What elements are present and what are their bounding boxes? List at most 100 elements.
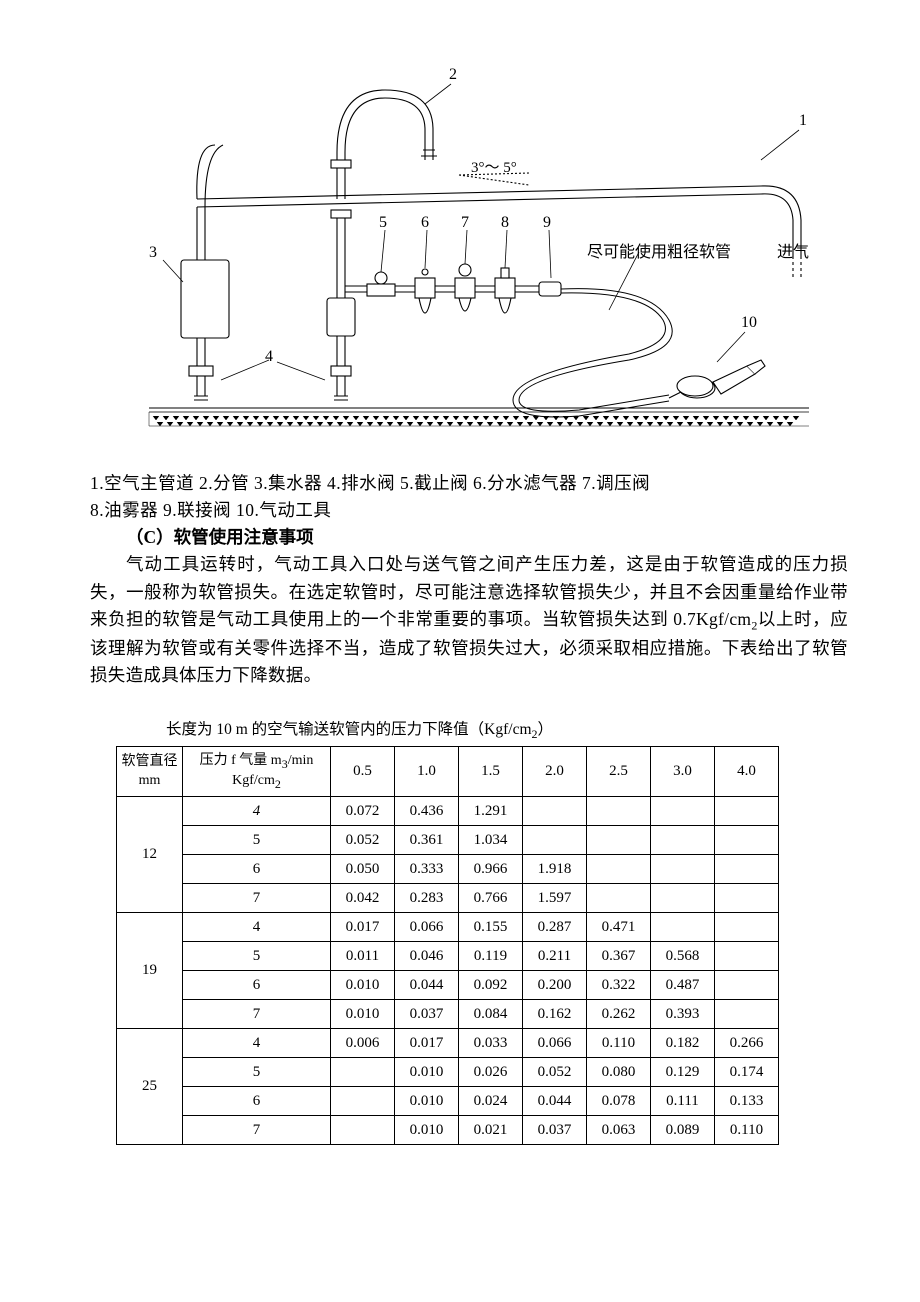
- cell-value: 1.597: [523, 884, 587, 913]
- cell-pressure: 6: [183, 971, 331, 1000]
- cell-value: [715, 942, 779, 971]
- cell-value: 0.367: [587, 942, 651, 971]
- cell-value: 0.006: [331, 1029, 395, 1058]
- cell-value: 0.010: [331, 971, 395, 1000]
- header-pressure-flow: 压力 f 气量 m3/min Kgf/cm2: [183, 747, 331, 797]
- cell-value: 0.471: [587, 913, 651, 942]
- cell-value: 0.436: [395, 797, 459, 826]
- cell-value: [587, 826, 651, 855]
- cell-value: [587, 884, 651, 913]
- cell-value: 0.568: [651, 942, 715, 971]
- cell-pressure: 6: [183, 855, 331, 884]
- caption-suffix: ）: [538, 721, 554, 738]
- cell-value: 0.084: [459, 1000, 523, 1029]
- cell-value: [587, 855, 651, 884]
- cell-value: 0.078: [587, 1087, 651, 1116]
- pressure-drop-table: 软管直径 mm 压力 f 气量 m3/min Kgf/cm2 0.5 1.0 1…: [116, 746, 779, 1145]
- cell-value: 0.063: [587, 1116, 651, 1145]
- cell-value: 0.011: [331, 942, 395, 971]
- cell-value: [523, 797, 587, 826]
- table-row: 50.0520.3611.034: [117, 826, 779, 855]
- table-row: 50.0100.0260.0520.0800.1290.174: [117, 1058, 779, 1087]
- cell-value: 0.111: [651, 1087, 715, 1116]
- cell-pressure: 5: [183, 1058, 331, 1087]
- cell-diameter: 25: [117, 1029, 183, 1145]
- cell-value: 0.200: [523, 971, 587, 1000]
- cell-pressure: 4: [183, 913, 331, 942]
- cell-value: 0.361: [395, 826, 459, 855]
- cell-value: 0.182: [651, 1029, 715, 1058]
- cell-value: 0.211: [523, 942, 587, 971]
- callout-7: 7: [461, 214, 469, 232]
- cell-value: [715, 1000, 779, 1029]
- cell-value: 0.017: [331, 913, 395, 942]
- cell-value: 0.174: [715, 1058, 779, 1087]
- cell-value: 0.080: [587, 1058, 651, 1087]
- cell-value: [331, 1058, 395, 1087]
- cell-value: 0.119: [459, 942, 523, 971]
- cell-value: 0.129: [651, 1058, 715, 1087]
- legend-line-1: 1.空气主管道 2.分管 3.集水器 4.排水阀 5.截止阀 6.分水滤气器 7…: [90, 470, 848, 497]
- cell-pressure: 5: [183, 942, 331, 971]
- cell-value: [715, 855, 779, 884]
- cell-value: 0.133: [715, 1087, 779, 1116]
- header-flow-4: 2.5: [587, 747, 651, 797]
- callout-3: 3: [149, 244, 157, 262]
- table-row: 2540.0060.0170.0330.0660.1100.1820.266: [117, 1029, 779, 1058]
- cell-value: 0.110: [587, 1029, 651, 1058]
- cell-value: 0.052: [331, 826, 395, 855]
- caption-text: 长度为 10 m 的空气输送软管内的压力下降值（Kgf/cm: [166, 721, 532, 738]
- table-row: 70.0100.0210.0370.0630.0890.110: [117, 1116, 779, 1145]
- header-flow-0: 0.5: [331, 747, 395, 797]
- callout-2: 2: [449, 66, 457, 84]
- cell-value: 0.487: [651, 971, 715, 1000]
- cell-value: [651, 913, 715, 942]
- header-flow-6: 4.0: [715, 747, 779, 797]
- cell-value: [715, 884, 779, 913]
- header-flow-5: 3.0: [651, 747, 715, 797]
- page: 1 2 3 4 5 6 7 8 9 10 3°～ 5° 尽可能使用粗径软管 进气…: [0, 0, 920, 1185]
- cell-value: 0.322: [587, 971, 651, 1000]
- callout-1: 1: [799, 112, 807, 130]
- cell-value: 0.333: [395, 855, 459, 884]
- hdr-diam-l1: 软管直径: [122, 754, 178, 769]
- cell-diameter: 19: [117, 913, 183, 1029]
- para-text-a: 气动工具运转时，气动工具入口处与送气管之间产生压力差，这是由于软管造成的压力损失…: [90, 554, 848, 628]
- table-row: 1240.0720.4361.291: [117, 797, 779, 826]
- cell-value: [715, 971, 779, 1000]
- cell-value: 0.162: [523, 1000, 587, 1029]
- cell-pressure: 7: [183, 1116, 331, 1145]
- cell-value: [715, 913, 779, 942]
- cell-value: 0.066: [523, 1029, 587, 1058]
- cell-value: [715, 826, 779, 855]
- cell-value: 0.262: [587, 1000, 651, 1029]
- callout-9: 9: [543, 214, 551, 232]
- cell-value: [587, 797, 651, 826]
- cell-value: 0.266: [715, 1029, 779, 1058]
- cell-pressure: 5: [183, 826, 331, 855]
- cell-pressure: 6: [183, 1087, 331, 1116]
- section-heading-c: （C）软管使用注意事项: [126, 524, 848, 551]
- cell-value: 0.066: [395, 913, 459, 942]
- cell-value: 0.042: [331, 884, 395, 913]
- table-row: 1940.0170.0660.1550.2870.471: [117, 913, 779, 942]
- cell-value: 0.044: [395, 971, 459, 1000]
- cell-value: 0.010: [395, 1058, 459, 1087]
- cell-value: 0.024: [459, 1087, 523, 1116]
- cell-value: 0.026: [459, 1058, 523, 1087]
- cell-value: 0.037: [523, 1116, 587, 1145]
- table-row: 60.0100.0240.0440.0780.1110.133: [117, 1087, 779, 1116]
- header-flow-2: 1.5: [459, 747, 523, 797]
- angle-note: 3°～ 5°: [471, 156, 517, 177]
- hdr-press-l1: 压力 f 气量 m: [200, 753, 282, 768]
- inlet-label: 进气: [777, 238, 809, 262]
- callout-8: 8: [501, 214, 509, 232]
- cell-value: [651, 826, 715, 855]
- cell-value: 0.044: [523, 1087, 587, 1116]
- cell-value: [523, 826, 587, 855]
- cell-value: 0.283: [395, 884, 459, 913]
- callout-10: 10: [741, 314, 757, 332]
- table-caption: 长度为 10 m 的空气输送软管内的压力下降值（Kgf/cm2）: [166, 717, 848, 742]
- legend-line-2: 8.油雾器 9.联接阀 10.气动工具: [90, 497, 848, 524]
- cell-pressure: 7: [183, 884, 331, 913]
